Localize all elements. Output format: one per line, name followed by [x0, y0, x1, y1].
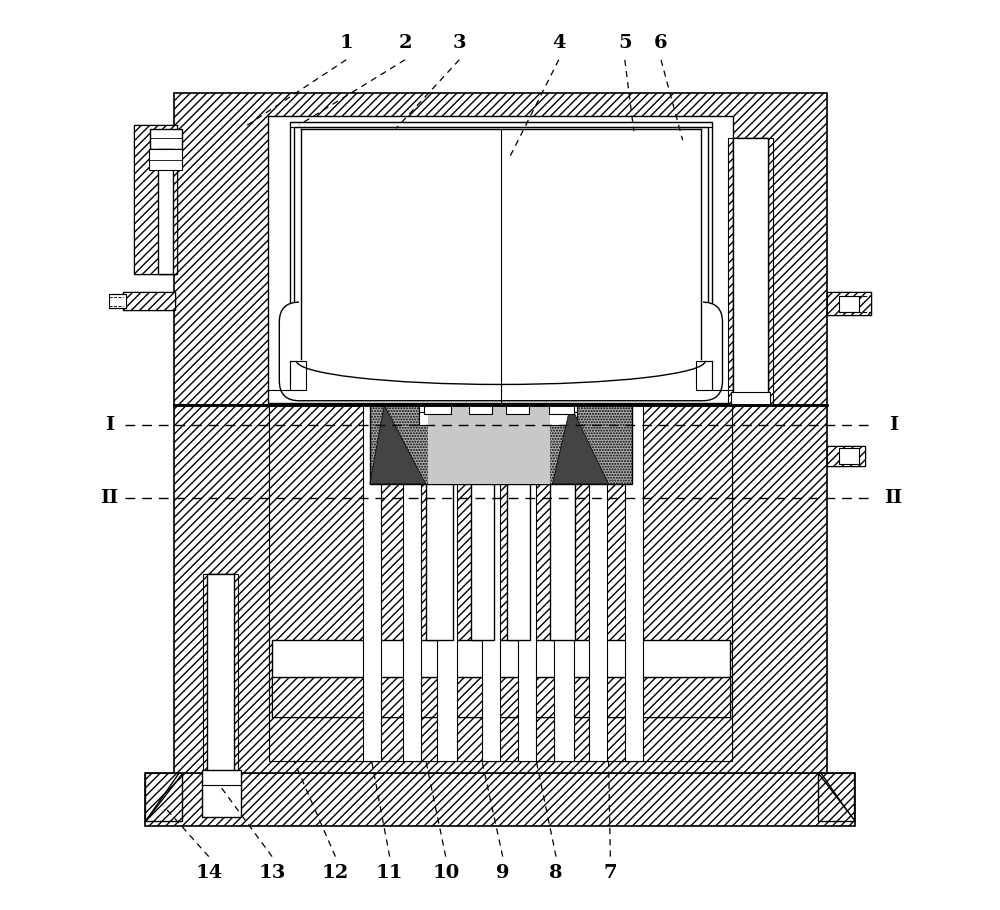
Text: I: I: [105, 416, 114, 434]
Bar: [827, 292, 871, 315]
Bar: [426, 405, 453, 641]
Bar: [272, 677, 730, 717]
Text: 1: 1: [339, 35, 353, 53]
Bar: [301, 129, 701, 360]
Text: 6: 6: [654, 35, 668, 53]
Bar: [145, 774, 855, 825]
Bar: [290, 122, 712, 389]
Text: II: II: [100, 490, 118, 508]
Text: 13: 13: [258, 864, 286, 882]
Bar: [482, 405, 500, 761]
Bar: [589, 405, 607, 761]
Text: 3: 3: [452, 35, 466, 53]
Bar: [550, 405, 575, 641]
Bar: [827, 446, 865, 466]
Bar: [827, 292, 871, 315]
Bar: [518, 405, 536, 761]
Bar: [506, 405, 529, 414]
Bar: [549, 405, 574, 414]
Bar: [272, 641, 730, 677]
Text: 5: 5: [618, 35, 632, 53]
Polygon shape: [818, 774, 855, 822]
Bar: [827, 446, 865, 466]
Bar: [471, 405, 494, 641]
Bar: [299, 129, 703, 365]
Bar: [839, 448, 859, 464]
Bar: [733, 138, 768, 405]
Bar: [731, 391, 770, 405]
Bar: [268, 116, 733, 402]
FancyBboxPatch shape: [279, 302, 722, 400]
Bar: [464, 403, 498, 414]
Bar: [728, 138, 773, 405]
Polygon shape: [145, 774, 182, 822]
Bar: [123, 292, 175, 310]
Bar: [625, 405, 643, 761]
Bar: [543, 403, 577, 414]
Bar: [370, 405, 632, 484]
Bar: [500, 403, 534, 414]
Text: 14: 14: [195, 864, 222, 882]
Bar: [109, 294, 126, 308]
Text: 4: 4: [552, 35, 566, 53]
Bar: [134, 125, 177, 274]
Bar: [290, 361, 306, 389]
Bar: [294, 126, 708, 333]
Bar: [437, 405, 457, 761]
Bar: [269, 405, 732, 761]
Bar: [272, 677, 730, 717]
Text: 9: 9: [496, 864, 509, 882]
Bar: [158, 149, 173, 274]
Bar: [500, 412, 534, 425]
Text: 8: 8: [549, 864, 563, 882]
Text: I: I: [889, 416, 898, 434]
Bar: [403, 405, 421, 761]
Bar: [469, 405, 492, 414]
Bar: [203, 574, 238, 774]
Bar: [174, 405, 827, 774]
Text: 7: 7: [604, 864, 617, 882]
Bar: [507, 405, 530, 641]
Bar: [269, 405, 732, 761]
Bar: [428, 405, 550, 484]
Bar: [543, 412, 577, 425]
Bar: [134, 125, 177, 274]
Bar: [174, 93, 827, 405]
Polygon shape: [370, 405, 426, 484]
Bar: [554, 405, 574, 761]
Bar: [363, 405, 381, 761]
Bar: [419, 403, 453, 414]
Bar: [464, 412, 498, 425]
Text: 12: 12: [322, 864, 349, 882]
Bar: [424, 405, 451, 414]
Bar: [419, 412, 453, 425]
Text: II: II: [884, 490, 903, 508]
Bar: [207, 574, 234, 774]
Polygon shape: [552, 405, 609, 484]
Polygon shape: [145, 774, 179, 822]
Bar: [123, 292, 175, 310]
Bar: [149, 149, 182, 170]
Bar: [207, 574, 234, 774]
Bar: [150, 129, 182, 149]
Bar: [733, 138, 768, 405]
Text: 10: 10: [432, 864, 459, 882]
Text: 11: 11: [376, 864, 403, 882]
Bar: [696, 361, 712, 389]
Polygon shape: [821, 774, 855, 822]
Bar: [839, 296, 859, 312]
Text: 2: 2: [398, 35, 412, 53]
Bar: [202, 770, 241, 817]
